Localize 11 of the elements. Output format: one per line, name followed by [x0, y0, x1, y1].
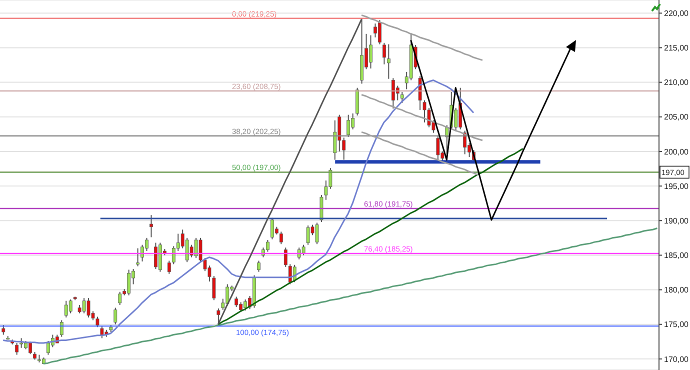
y-tick-label: 210,00 — [664, 78, 690, 88]
y-tick-label: 190,00 — [664, 216, 690, 226]
y-tick-label: 180,00 — [664, 286, 690, 295]
y-tick-label: 175,00 — [664, 320, 690, 330]
y-tick-label: 170,00 — [664, 354, 690, 364]
y-tick-label: 200,00 — [664, 147, 690, 156]
y-tick-label: 215,00 — [664, 44, 690, 53]
y-tick-label: 195,00 — [664, 182, 690, 191]
y-tick-label: 205,00 — [664, 112, 690, 122]
y-tick-label: 185,00 — [664, 251, 690, 260]
y-tick-label: 220,00 — [664, 8, 690, 18]
